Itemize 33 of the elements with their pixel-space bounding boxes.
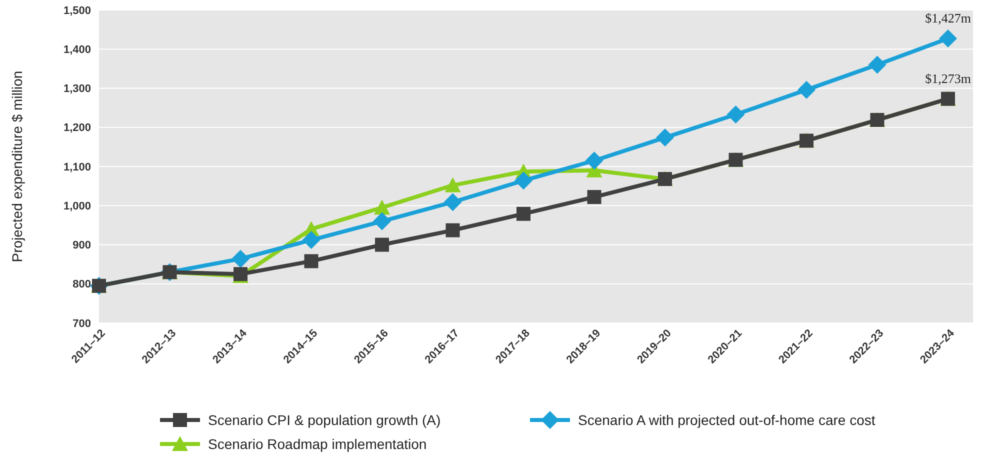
y-tick-label: 700 [72,318,91,330]
point [516,206,530,221]
point [374,200,390,215]
point [868,56,886,74]
point [375,238,389,252]
point [373,212,391,230]
legend-label: Scenario CPI & population growth (A) [208,412,441,428]
point [587,190,602,204]
point [444,177,461,192]
point [656,128,674,147]
annotation: $1,427m [925,10,971,26]
point [514,172,532,190]
y-tick-label: 1,100 [63,161,91,174]
legend-label: Scenario Roadmap implementation [208,436,427,452]
point [446,223,460,238]
y-tick-label: 1,200 [63,122,91,134]
point [726,105,745,124]
y-tick-label: 1,300 [63,83,91,96]
point [302,231,320,250]
point [304,254,318,268]
annotation: $1,273m [925,70,971,86]
y-tick-label: 1,400 [63,44,91,56]
y-tick-label: 1,500 [63,4,91,17]
point [939,30,957,48]
point [232,250,250,268]
y-tick-label: 1,000 [63,200,91,212]
point [798,80,816,99]
point [585,152,604,170]
y-tick-label: 800 [72,278,91,291]
legend-label: Scenario A with projected out-of-home care cost [578,412,876,428]
y-axis-title: Projected expenditure $ million [9,70,25,262]
point [444,193,462,212]
y-tick-label: 900 [72,240,91,252]
